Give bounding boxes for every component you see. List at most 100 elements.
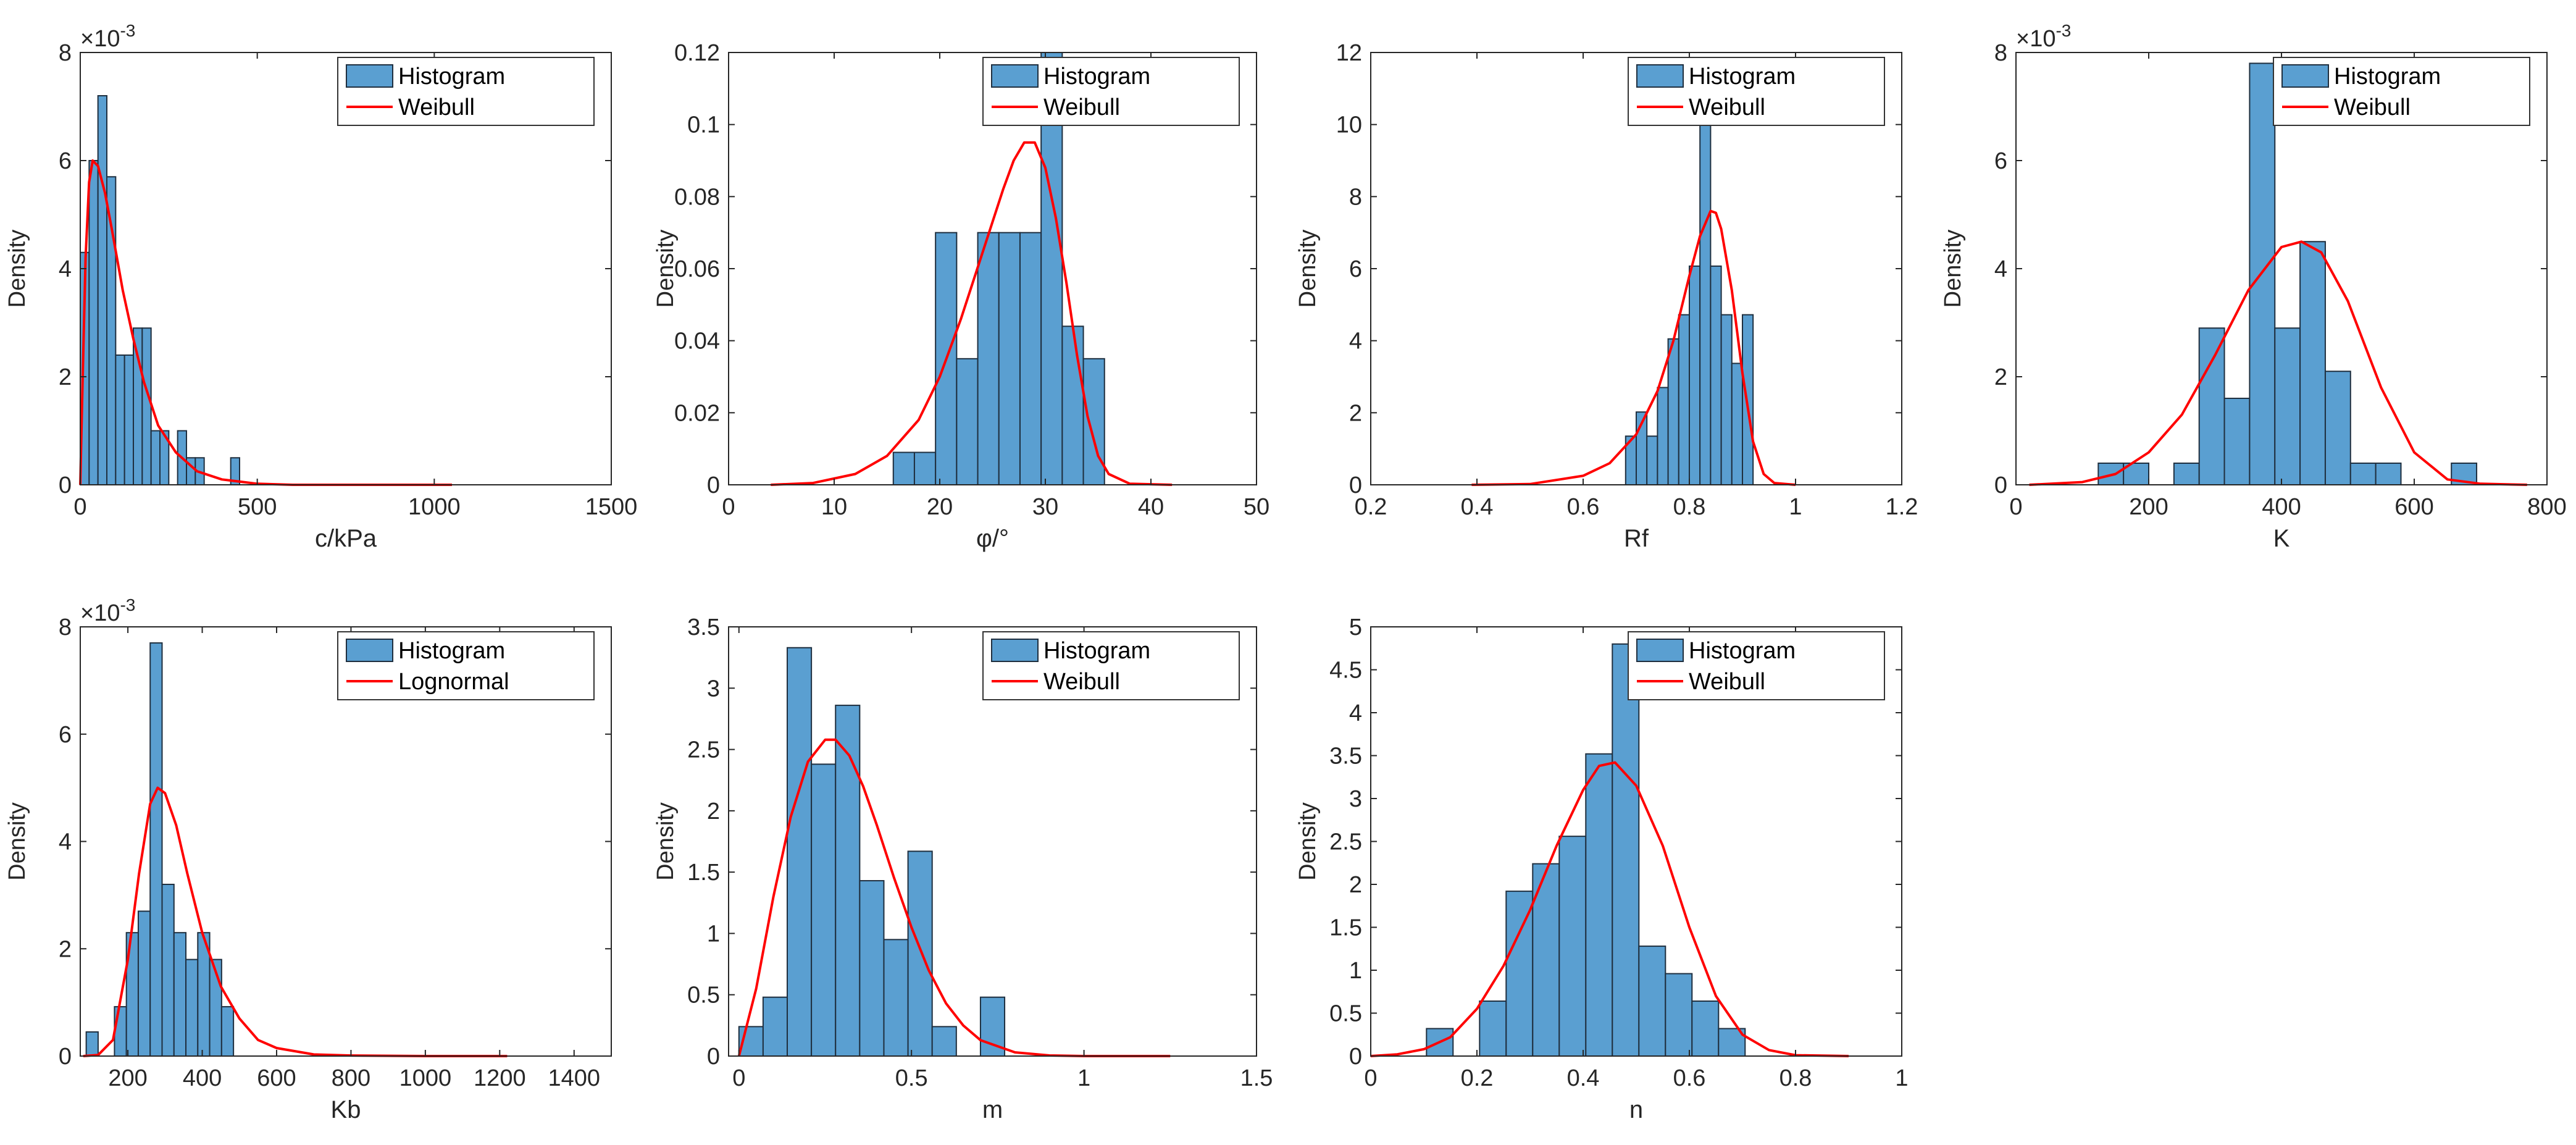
chart-2-xtick-label-3: 20 (927, 494, 953, 520)
chart-3-xtick-label-6: 1.2 (1886, 494, 1918, 520)
chart-5-bar-11 (220, 1006, 235, 1057)
chart-3-bar-6 (1678, 314, 1691, 485)
chart-6-ytick-label-2: 0.5 (687, 983, 720, 1009)
chart-6-xtick-label-3: 1 (1077, 1065, 1090, 1091)
chart-1-xtick-label-2: 500 (238, 494, 277, 520)
chart-6-fit-curve (737, 738, 1171, 1057)
chart-1-bar-9 (150, 430, 161, 485)
chart-7-bar-5 (1558, 836, 1587, 1057)
chart-4-bar-11 (2375, 463, 2402, 485)
chart-4-ytick-label-5: 8 (1994, 40, 2007, 66)
chart-5-bar-8 (185, 958, 199, 1057)
chart-6: 0 0.5 1 1.5 0 0.5 1 1.5 2 2.5 3 3.5 m Density Histogra… (653, 614, 1273, 1123)
chart-7-xtick-label-5: 0.8 (1779, 1065, 1812, 1091)
chart-4-bar-7 (2274, 327, 2301, 485)
chart-3-legend-label-2: Weibull (1689, 94, 1765, 120)
chart-5-xtick-label-1: 200 (108, 1065, 147, 1091)
chart-5-ytick-label-4: 6 (59, 722, 72, 748)
chart-6-axes-box (728, 626, 1257, 1057)
chart-5-bar-6 (161, 884, 175, 1057)
chart-5-bar-5 (149, 642, 163, 1057)
chart-6-xlabel: m (982, 1096, 1003, 1123)
chart-4: 0 200 400 600 800 0 2 4 6 8 ×10-3 K Density Histogram… (1940, 21, 2567, 552)
chart-3-ytick-label-5: 8 (1349, 184, 1362, 210)
chart-3-ytick-label-3: 4 (1349, 329, 1362, 354)
chart-1-bar-6 (123, 354, 135, 485)
chart-4-xtick-label-3: 400 (2262, 494, 2301, 520)
chart-6-ytick-label-8: 3.5 (687, 614, 720, 640)
chart-2-xtick-label-1: 0 (722, 494, 735, 520)
chart-5-legend-label-1: Histogram (398, 638, 505, 664)
chart-2-legend-swatch-histogram (991, 64, 1039, 88)
chart-1-ytick-label-2: 2 (59, 364, 72, 390)
chart-6-bar-3 (787, 647, 813, 1057)
chart-4-fit-curve (2029, 240, 2527, 486)
chart-1-exponent-label: ×10-3 (80, 21, 135, 52)
chart-4-legend: Histogram Weibull (2273, 57, 2530, 126)
chart-3-ytick-label-4: 6 (1349, 256, 1362, 282)
chart-1-bar-8 (141, 327, 152, 485)
chart-2-xtick-label-2: 10 (821, 494, 847, 520)
chart-7-xtick-label-2: 0.2 (1461, 1065, 1494, 1091)
chart-1-xtick-label-3: 1000 (408, 494, 461, 520)
chart-7-legend-label-1: Histogram (1689, 638, 1796, 664)
chart-4-xtick-label-4: 600 (2394, 494, 2433, 520)
chart-1-legend: Histogram Weibull (337, 57, 595, 126)
chart-7-ylabel: Density (1295, 802, 1321, 881)
chart-7-legend-swatch-histogram (1636, 639, 1684, 662)
chart-6-ytick-label-4: 1.5 (687, 860, 720, 886)
chart-3-xtick-label-3: 0.6 (1567, 494, 1600, 520)
chart-2-bar-6 (998, 232, 1021, 485)
chart-5: 200 400 600 800 1000 1200 1400 0 2 4 6 8 ×10-3 Kb Dens… (4, 595, 612, 1123)
chart-4-xtick-label-1: 0 (2009, 494, 2022, 520)
chart-1-ylabel: Density (4, 230, 30, 308)
chart-7-xtick-label-1: 0 (1364, 1065, 1377, 1091)
chart-7-fit-curve (1370, 761, 1849, 1057)
chart-7-bar-7 (1612, 643, 1640, 1057)
chart-5-xtick-label-3: 600 (257, 1065, 296, 1091)
chart-2-ytick-label-4: 0.06 (674, 256, 720, 282)
chart-4-xlabel: K (2273, 525, 2290, 552)
chart-4-bar-8 (2299, 241, 2326, 485)
chart-1-bar-7 (133, 327, 143, 485)
chart-6-bar-6 (859, 880, 885, 1057)
chart-6-bar-1 (738, 1026, 764, 1057)
chart-4-xtick-label-2: 200 (2129, 494, 2168, 520)
chart-3-bar-4 (1657, 387, 1669, 485)
chart-7-xtick-label-6: 1 (1895, 1065, 1908, 1091)
chart-2-bar-1 (892, 451, 915, 485)
chart-5-bar-4 (137, 910, 151, 1057)
chart-3-bar-7 (1689, 265, 1701, 485)
chart-6-legend: Histogram Weibull (982, 631, 1240, 700)
chart-3-legend-label-1: Histogram (1689, 64, 1796, 90)
chart-3-xtick-label-1: 0.2 (1355, 494, 1387, 520)
chart-7-bar-6 (1585, 753, 1613, 1057)
chart-3-xlabel: Rf (1624, 525, 1649, 552)
chart-5-exponent-power: -3 (120, 595, 135, 614)
chart-1-xlabel: c/kPa (315, 525, 377, 552)
chart-7-bar-2 (1479, 1000, 1507, 1057)
chart-2-legend: Histogram Weibull (982, 57, 1240, 126)
chart-5-ytick-label-1: 0 (59, 1044, 72, 1070)
chart-2-ylabel: Density (653, 230, 679, 308)
chart-6-bar-5 (835, 705, 861, 1057)
chart-6-bar-4 (811, 763, 837, 1057)
chart-5-exponent-label: ×10-3 (80, 595, 135, 626)
chart-2-ytick-label-1: 0 (707, 472, 720, 498)
chart-4-exponent-label: ×10-3 (2016, 21, 2071, 52)
chart-5-xlabel: Kb (331, 1096, 361, 1123)
chart-2-xtick-label-4: 30 (1032, 494, 1058, 520)
chart-3-ytick-label-1: 0 (1349, 472, 1362, 498)
chart-2-xtick-label-5: 40 (1138, 494, 1164, 520)
chart-3-bar-9 (1710, 265, 1722, 485)
chart-4-ylabel: Density (1940, 230, 1966, 308)
chart-3-xtick-label-4: 0.8 (1673, 494, 1706, 520)
chart-2-bar-7 (1019, 232, 1042, 485)
chart-2-legend-label-1: Histogram (1043, 64, 1150, 90)
chart-4-ytick-label-1: 0 (1994, 472, 2007, 498)
chart-2-ytick-label-6: 0.1 (687, 112, 720, 138)
chart-7-bar-9 (1665, 973, 1693, 1057)
chart-4-bar-4 (2198, 327, 2225, 485)
chart-2-xlabel: φ/° (976, 525, 1009, 552)
chart-7-ytick-label-8: 3.5 (1329, 744, 1362, 770)
